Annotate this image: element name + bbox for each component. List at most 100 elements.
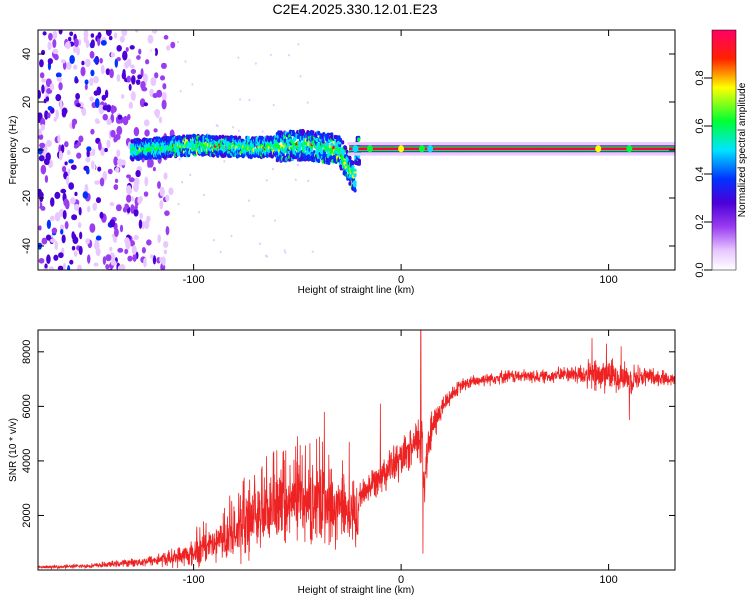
spectrogram-cell (41, 84, 45, 94)
spectrogram-cell (166, 45, 171, 51)
spectrogram-cell (69, 259, 74, 265)
spectrogram-cell (38, 155, 45, 162)
spectrogram-cell (135, 169, 141, 178)
spectrogram-cell (45, 96, 50, 102)
spectrogram-cell (130, 91, 136, 101)
spectrogram-cell (91, 148, 96, 157)
spectrogram-cell (60, 188, 67, 194)
spectrogram-cell (115, 204, 122, 212)
spectrogram-cell (99, 211, 104, 219)
spectrogram-cell (121, 71, 127, 80)
spectrogram-cell (44, 175, 49, 183)
spectrogram-cell (63, 198, 69, 207)
spectrogram-cell (62, 262, 66, 270)
spectrogram-cell (73, 144, 78, 149)
spectrogram-cell (90, 39, 95, 49)
spectrogram-cell (237, 56, 240, 59)
spectrogram-cell (261, 130, 264, 133)
spectrogram-frame (37, 29, 676, 271)
spectrogram-cell (93, 240, 100, 251)
spectrogram-cell (55, 93, 62, 102)
spectrogram-cell (259, 242, 262, 246)
spectrogram-y-tick-label: 20 (21, 96, 33, 108)
spectrogram-cell (105, 263, 110, 270)
spectrogram-cell (135, 79, 141, 85)
spectrogram-cell (85, 39, 90, 49)
spectrogram-cell (133, 208, 139, 217)
spectrogram-cell (338, 137, 343, 143)
spectrogram-cell (80, 66, 86, 77)
spectrogram-cell (97, 36, 101, 47)
spectrogram-cell (108, 35, 113, 41)
spectrogram-cell (344, 145, 348, 151)
spectrogram-cell (68, 36, 72, 42)
spectrogram-cell (67, 168, 71, 175)
spectrogram-cell (132, 253, 137, 262)
spectrogram-cells (38, 30, 675, 270)
spectrogram-cell (296, 163, 299, 167)
spectrogram-cell (59, 99, 63, 109)
spectrogram-cell (43, 158, 50, 166)
spectrogram-cell (351, 164, 355, 170)
spectrogram-cell (160, 62, 167, 69)
spectrogram-cell (218, 134, 222, 140)
spectrogram-cell (128, 83, 132, 91)
spectrogram-cell (95, 235, 102, 241)
spectrogram-cell (71, 231, 75, 240)
spectrogram-cell (102, 113, 108, 121)
spectrogram-cell (90, 69, 95, 77)
spectrogram-cell (50, 238, 56, 243)
spectrogram-cell (125, 47, 129, 52)
spectrogram-cell (154, 72, 159, 79)
spectrogram-cell (159, 75, 166, 81)
spectrogram-cell (94, 118, 100, 124)
spectrogram-cell (110, 52, 116, 58)
spectrogram-cell (189, 173, 192, 177)
spectrogram-cell (141, 220, 145, 230)
spectrogram-cell (143, 220, 150, 229)
spectrogram-cell (127, 255, 133, 262)
spectrogram-cell (128, 101, 133, 109)
spectrogram-cell (48, 32, 53, 41)
spectrogram-cell (90, 128, 95, 135)
spectrogram-cell (76, 102, 81, 108)
spectrogram-cell (116, 45, 122, 52)
spectrogram-cell (252, 214, 255, 218)
spectrogram-cell (151, 48, 156, 57)
spectrogram-cell (46, 219, 52, 229)
spectrogram-cell (124, 203, 129, 210)
spectrogram-cell (130, 68, 137, 74)
spectrogram-cell (164, 210, 170, 216)
colorbar-tick-label: 0.8 (694, 70, 706, 85)
spectrogram-cell (68, 182, 75, 190)
spectrogram-cell (137, 196, 142, 205)
spectrogram-cell (66, 175, 70, 186)
snr-background (38, 330, 675, 570)
spectrogram-cell (131, 75, 136, 85)
spectrogram-cell (47, 41, 52, 51)
tone-line-node (427, 145, 434, 153)
spectrogram-cell (275, 151, 279, 156)
spectrogram-cell (61, 165, 67, 173)
spectrogram-cell (62, 210, 67, 220)
spectrogram-cell (157, 181, 161, 189)
spectrogram-x-tick-label: -100 (183, 274, 205, 286)
spectrogram-cell (60, 59, 66, 64)
spectrogram-cell (91, 160, 95, 170)
spectrogram-cell (71, 214, 78, 221)
spectrogram-cell (125, 239, 131, 250)
spectrogram-cell (114, 228, 119, 237)
spectrogram-cell (141, 247, 146, 254)
spectrogram-cell (87, 254, 91, 264)
spectrogram-cell (168, 187, 174, 196)
spectrogram-panel: -100 0 100 -40 -20 0 20 40 Height of straight l… (8, 29, 676, 296)
spectrogram-cell (152, 255, 157, 265)
spectrogram-cell (109, 219, 116, 228)
snr-panel: -100 0 100 2000 4000 6000 8000 Height of strai… (8, 329, 676, 596)
spectrogram-cell (223, 160, 226, 163)
spectrogram-cell (143, 191, 149, 197)
spectrogram-cell (322, 153, 327, 158)
spectrogram-cell (44, 110, 49, 120)
spectrogram-cell (47, 106, 53, 111)
spectrogram-cell (44, 263, 48, 269)
